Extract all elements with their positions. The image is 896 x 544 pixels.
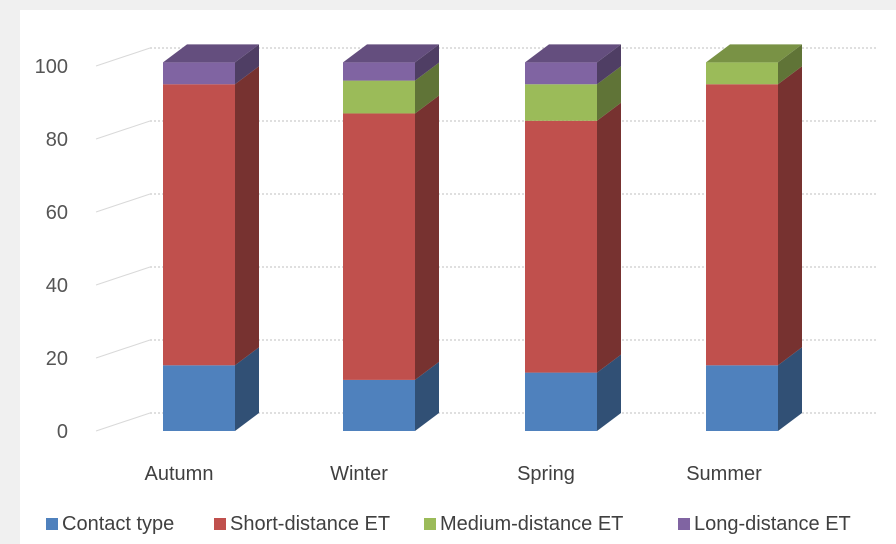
legend: Contact type Short-distance ET Medium-dist… [46, 513, 851, 535]
bar-segment [706, 66, 802, 366]
bars [163, 44, 802, 431]
bar-front-face [706, 62, 778, 85]
bar-front-face [706, 365, 778, 431]
legend-label: Short-distance ET [230, 513, 390, 535]
legend-item: Medium-distance ET [424, 513, 623, 535]
bar-front-face [706, 84, 778, 366]
legend-label: Medium-distance ET [440, 513, 623, 535]
gridlines [95, 47, 878, 432]
bar-segment [343, 361, 439, 431]
category-label: Autumn [145, 463, 214, 485]
legend-label: Long-distance ET [694, 513, 851, 535]
y-tick-label: 40 [46, 275, 68, 297]
category-label: Summer [686, 463, 762, 485]
bar-segment [525, 354, 621, 431]
bar-side-face [778, 44, 802, 85]
bar-front-face [163, 62, 235, 85]
bar-side-face [778, 66, 802, 366]
bar-segment [706, 44, 802, 85]
legend-swatch [214, 518, 226, 530]
y-tick-label: 80 [46, 129, 68, 151]
bar-segment [343, 44, 439, 81]
bar-front-face [525, 120, 597, 373]
bar-side-face [597, 354, 621, 431]
bar-side-face [415, 62, 439, 114]
legend-swatch [678, 518, 690, 530]
grid-diagonal-line [95, 120, 151, 140]
grid-diagonal-line [95, 47, 151, 67]
y-tick-label: 100 [35, 56, 68, 78]
chart-panel: 0 20 40 60 80 100 Autumn Winter Spring Summer Co… [20, 10, 896, 544]
y-axis-ticks: 0 20 40 60 80 100 [35, 56, 68, 443]
bar-segment [525, 102, 621, 373]
category-label: Winter [330, 463, 388, 485]
bar-side-face [235, 66, 259, 366]
legend-item: Contact type [46, 513, 174, 535]
bar-top-face [163, 44, 259, 63]
category-labels: Autumn Winter Spring Summer [145, 463, 763, 485]
y-tick-label: 0 [57, 421, 68, 443]
grid-diagonal-line [95, 412, 151, 432]
grid-diagonal-line [95, 193, 151, 213]
y-tick-label: 20 [46, 348, 68, 370]
bar-side-face [235, 347, 259, 431]
y-tick-label: 60 [46, 202, 68, 224]
bar-side-face [415, 44, 439, 81]
legend-swatch [424, 518, 436, 530]
legend-item: Long-distance ET [678, 513, 851, 535]
bar-segment [163, 44, 259, 85]
bar-front-face [525, 62, 597, 85]
bar-top-face [525, 44, 621, 63]
bar-front-face [525, 372, 597, 431]
bar-segment [343, 62, 439, 114]
bar-segment [525, 66, 621, 121]
bar-side-face [597, 66, 621, 121]
bar-front-face [343, 62, 415, 81]
bar-top-face [343, 44, 439, 63]
legend-swatch [46, 518, 58, 530]
bar-segment [343, 95, 439, 380]
bar-segment [163, 347, 259, 431]
bar-side-face [415, 95, 439, 380]
bar-segment [163, 66, 259, 366]
grid-diagonal-line [95, 266, 151, 286]
bar-front-face [343, 379, 415, 431]
bar-side-face [597, 102, 621, 373]
bar-front-face [163, 365, 235, 431]
bar-segment [706, 347, 802, 431]
bar-front-face [343, 113, 415, 380]
legend-label: Contact type [62, 513, 174, 535]
category-label: Spring [517, 463, 575, 485]
bar-segment [525, 44, 621, 85]
bar-side-face [597, 44, 621, 85]
legend-item: Short-distance ET [214, 513, 390, 535]
bar-side-face [415, 361, 439, 431]
bar-front-face [163, 84, 235, 366]
stacked-bar-chart: 0 20 40 60 80 100 Autumn Winter Spring Summer Co… [35, 44, 878, 535]
grid-diagonal-line [95, 339, 151, 359]
bar-side-face [235, 44, 259, 85]
bar-side-face [778, 347, 802, 431]
bar-top-face [706, 44, 802, 63]
bar-front-face [525, 84, 597, 121]
bar-front-face [343, 80, 415, 114]
